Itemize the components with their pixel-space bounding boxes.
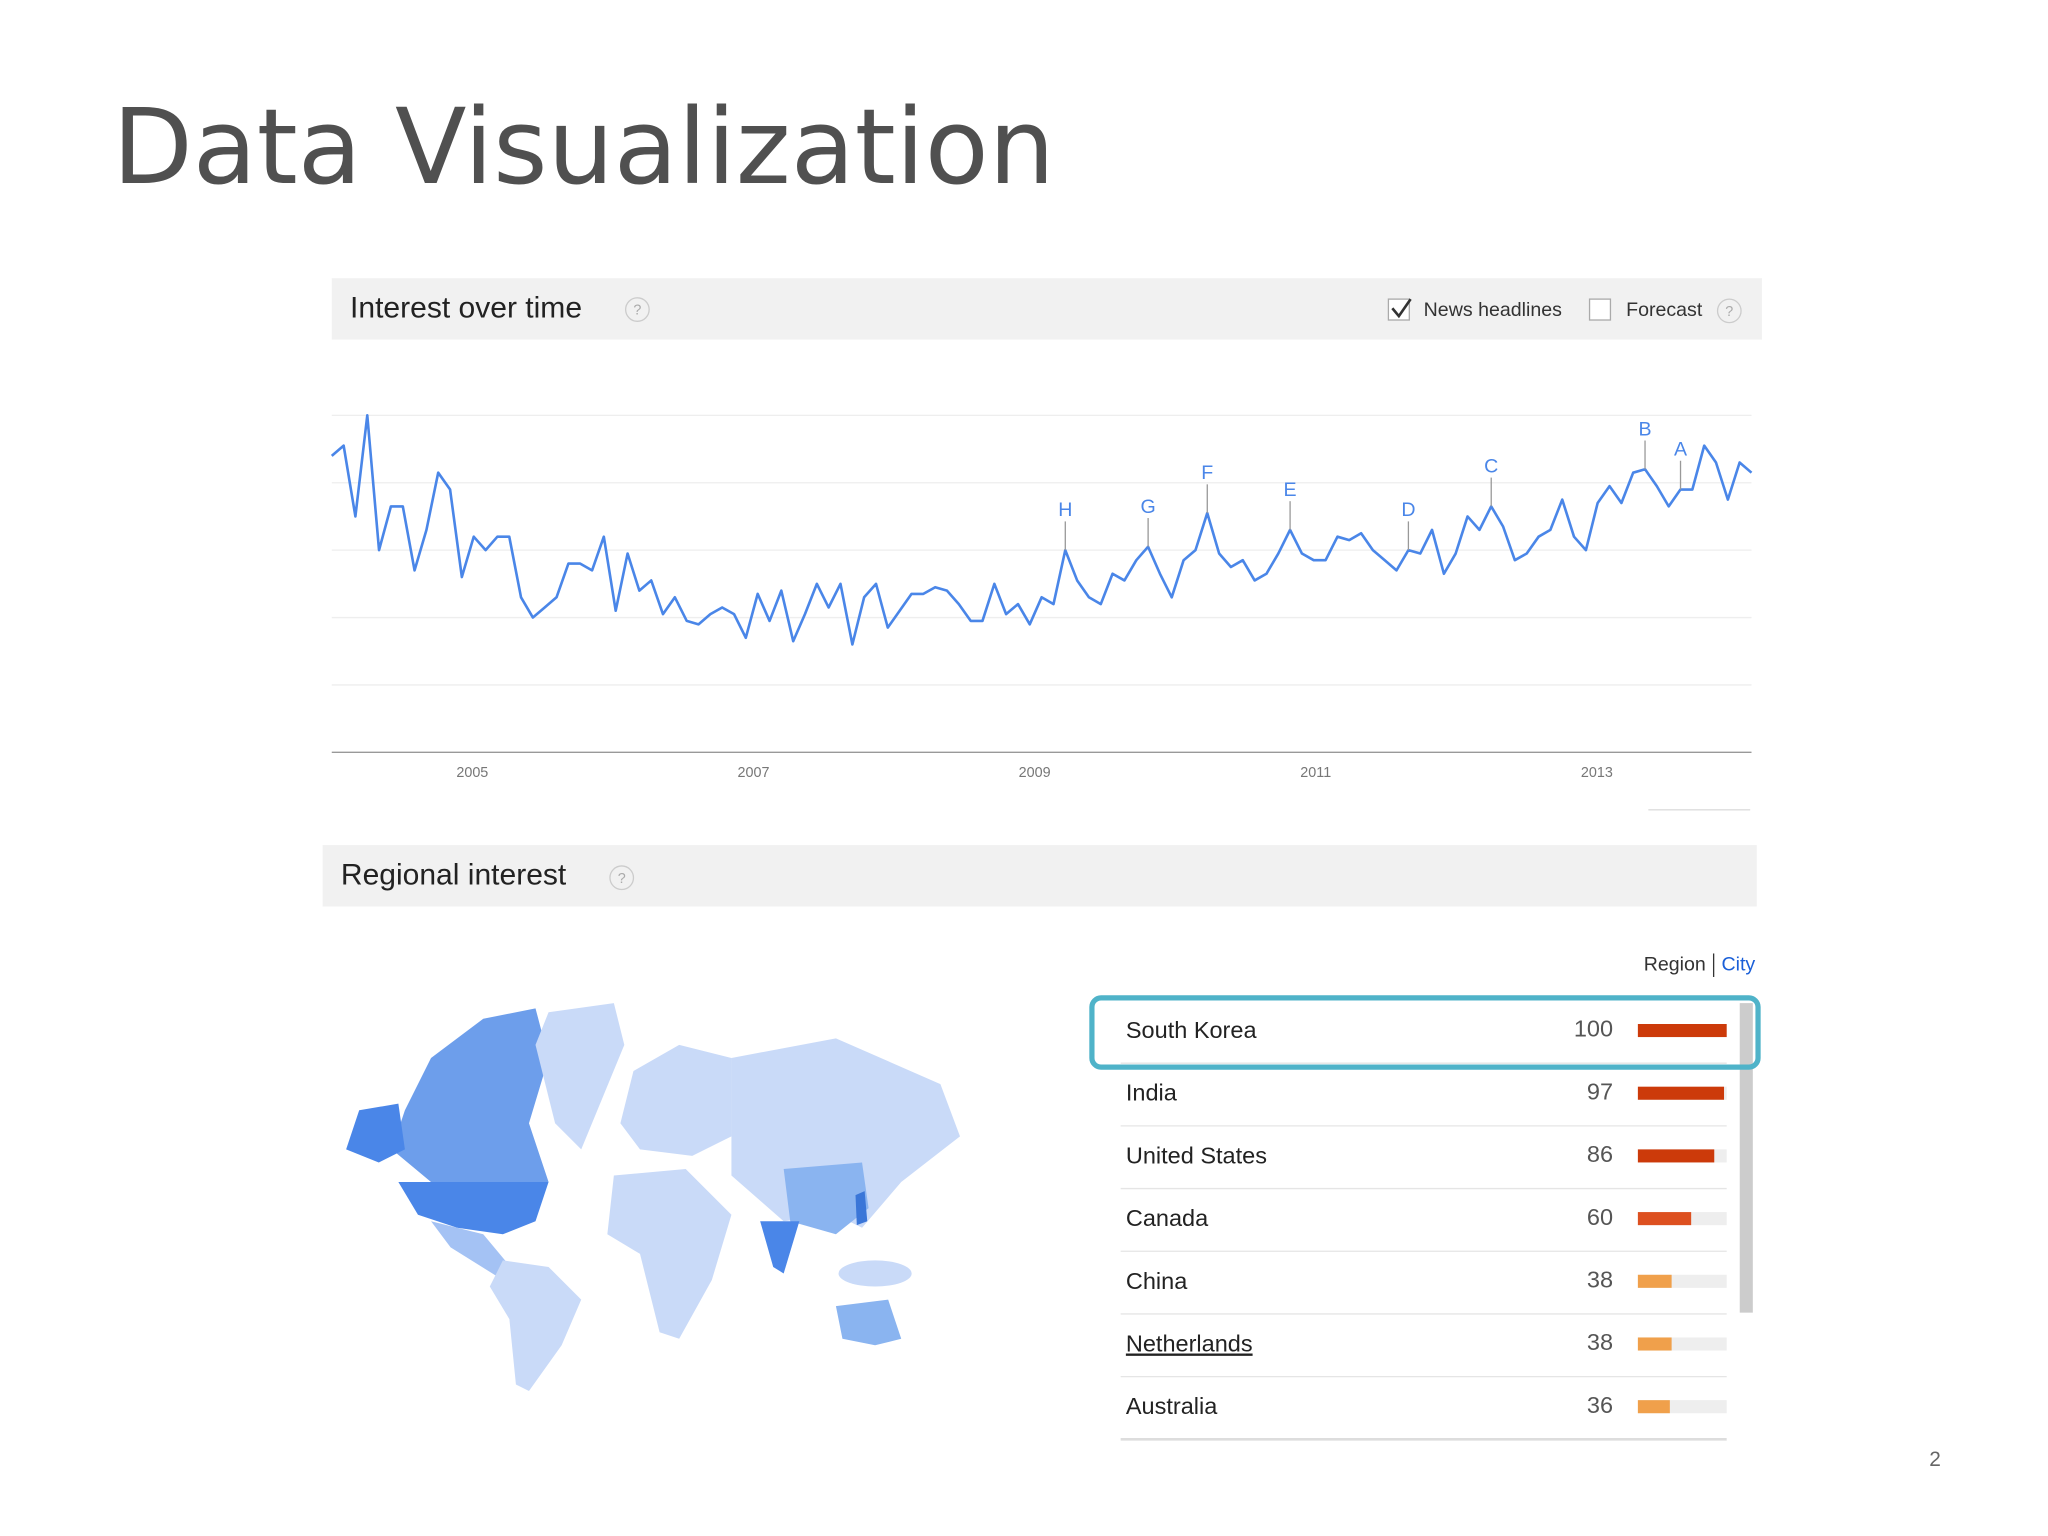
map-region [760, 1221, 800, 1274]
annotation: C [1484, 455, 1498, 477]
region-name: South Korea [1126, 1017, 1258, 1043]
region-value: 60 [1587, 1204, 1613, 1230]
bar [1637, 1337, 1672, 1351]
annotation: G [1140, 496, 1155, 518]
annotation: F [1201, 462, 1213, 484]
region-link[interactable]: Region [1644, 953, 1706, 975]
map-region [346, 1103, 405, 1163]
x-tick-label: 2007 [737, 765, 769, 781]
regional-header [322, 845, 1757, 907]
page-number: 2 [1929, 1448, 1941, 1471]
map-region [607, 1168, 732, 1339]
slide-title: Data Visualization [112, 86, 1055, 208]
region-value: 86 [1587, 1141, 1613, 1167]
world-map [346, 1003, 960, 1392]
map-region [855, 1191, 868, 1226]
city-link[interactable]: City [1721, 953, 1755, 975]
trend-header [331, 278, 1762, 340]
check-mark [1391, 298, 1412, 319]
map-region [431, 1221, 516, 1280]
help-text: ? [633, 303, 641, 319]
x-tick-label: 2005 [456, 765, 488, 781]
annotation: H [1058, 499, 1072, 521]
region-value: 97 [1587, 1078, 1613, 1104]
help-text: ? [618, 871, 626, 887]
bar [1637, 1212, 1692, 1226]
bar [1637, 1086, 1725, 1100]
x-tick-label: 2011 [1300, 765, 1331, 781]
scrollbar[interactable] [1739, 1003, 1753, 1313]
map-region [838, 1260, 912, 1287]
region-value: 100 [1574, 1016, 1613, 1042]
bar [1637, 1274, 1672, 1288]
annotation: E [1284, 479, 1297, 501]
help-icon[interactable] [624, 297, 650, 322]
map-region [535, 1003, 625, 1150]
region-name: China [1126, 1268, 1188, 1294]
annotation: B [1638, 418, 1651, 440]
map-region [489, 1260, 582, 1392]
map-region [398, 1182, 549, 1235]
x-tick-label: 2013 [1581, 765, 1613, 781]
trend-line [330, 414, 1753, 646]
help-icon[interactable] [1716, 298, 1742, 324]
annotation: A [1674, 438, 1688, 460]
forecast: Forecast [1626, 299, 1703, 321]
bar [1637, 1400, 1670, 1414]
checkbox[interactable] [1588, 298, 1612, 321]
region-name: Canada [1126, 1205, 1209, 1231]
map-region [835, 1299, 902, 1346]
map-region [783, 1162, 869, 1235]
help-icon[interactable] [609, 865, 635, 891]
annotation: D [1401, 499, 1415, 521]
news-headlines: News headlines [1424, 299, 1562, 321]
checkbox[interactable] [1387, 298, 1410, 321]
region-name: United States [1126, 1142, 1267, 1168]
help-text: ? [1725, 304, 1733, 320]
regional-title: Regional interest [341, 858, 567, 891]
region-value: 36 [1587, 1392, 1613, 1418]
trend-title: Interest over time [350, 291, 582, 324]
region-name: India [1126, 1080, 1178, 1106]
map-region [620, 1044, 732, 1156]
bar [1637, 1149, 1715, 1163]
x-tick-label: 2009 [1019, 765, 1051, 781]
region-value: 38 [1587, 1267, 1613, 1293]
highlight-box [1089, 995, 1761, 1070]
bar [1637, 1024, 1727, 1038]
region-name: Australia [1126, 1393, 1218, 1419]
map-region [391, 1008, 549, 1196]
region-value: 38 [1587, 1329, 1613, 1355]
region-name: Netherlands [1126, 1331, 1253, 1357]
